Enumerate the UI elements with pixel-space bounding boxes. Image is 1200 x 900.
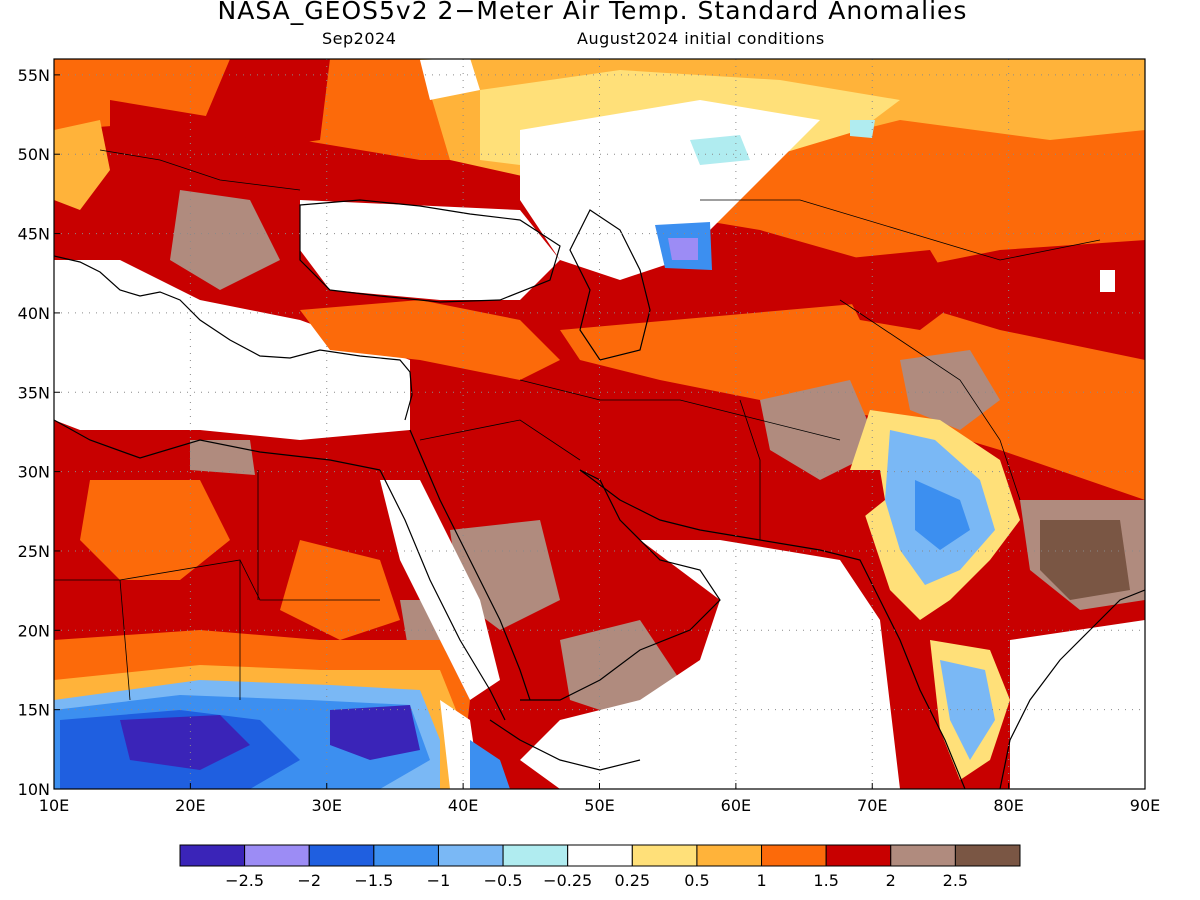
colorbar-label-5: −0.25	[543, 871, 592, 890]
colorbar-swatch-0	[179, 844, 246, 867]
border-6	[519, 379, 841, 441]
colorbar-swatch-12	[954, 844, 1021, 867]
country-borders	[54, 149, 1101, 701]
colorbar-swatch-5	[502, 844, 569, 867]
lon-label-40E: 40E	[448, 796, 478, 815]
red-sea-blank	[380, 480, 500, 700]
map-title: NASA_GEOS5v2 2−Meter Air Temp. Standard …	[217, 0, 968, 25]
sahel-darkblue-2	[330, 705, 420, 760]
aral-cyan	[690, 135, 750, 165]
somalia-coast	[489, 719, 641, 771]
lat-label-20N: 20N	[18, 621, 50, 640]
forecast-month: Sep2024	[322, 29, 397, 48]
lon-label-10E: 10E	[39, 796, 69, 815]
lat-label-50N: 50N	[18, 145, 50, 164]
bengal-darkbrown	[1040, 520, 1130, 600]
lat-label-35N: 35N	[18, 383, 50, 402]
ustyurt-violet	[668, 238, 698, 260]
lat-label-15N: 15N	[18, 701, 50, 720]
colorbar-swatch-10	[825, 844, 892, 867]
mediterranean-blank	[54, 260, 410, 440]
lat-label-30N: 30N	[18, 463, 50, 482]
colorbar-label-3: −1	[427, 871, 451, 890]
colorbar-label-11: 2.5	[943, 871, 968, 890]
arabia-south-coast	[520, 469, 721, 701]
bay-of-bengal-blank	[1010, 620, 1145, 789]
border-10	[99, 149, 301, 191]
libya-brown	[190, 440, 255, 475]
colorbar-swatch-1	[244, 844, 310, 867]
lon-label-80E: 80E	[993, 796, 1023, 815]
india-west-coast	[879, 599, 966, 789]
colorbar-label-7: 0.5	[684, 871, 709, 890]
colorbar-swatch-3	[373, 844, 439, 867]
pakistan-brown	[760, 380, 880, 480]
deccan-blue	[940, 660, 995, 760]
border-7	[739, 399, 761, 540]
north-cyan	[850, 120, 875, 138]
colorbar-swatch-2	[308, 844, 375, 867]
north-blank-patch	[420, 59, 480, 100]
colorbar-label-6: 0.25	[614, 871, 650, 890]
border-5	[419, 419, 581, 461]
colorbar-label-9: 1.5	[813, 871, 838, 890]
caspian-coast	[569, 209, 651, 361]
arabian-sea-blank	[520, 540, 900, 789]
ethiopia-blue	[470, 740, 510, 789]
italy-yellow	[54, 120, 110, 210]
colorbar-label-8: 1	[756, 871, 766, 890]
black-sea-coast	[299, 199, 561, 303]
latitude-axis: 10N 15N 20N 25N 30N 35N 40N 45N 50N 55N	[18, 66, 60, 799]
graticule	[54, 59, 1145, 789]
lat-label-10N: 10N	[18, 780, 50, 799]
colorbar-label-0: −2.5	[225, 871, 264, 890]
lat-label-45N: 45N	[18, 225, 50, 244]
lon-label-20E: 20E	[175, 796, 205, 815]
lon-label-60E: 60E	[721, 796, 751, 815]
longitude-axis: 10E 20E 30E 40E 50E 60E 70E 80E 90E	[39, 783, 1160, 815]
med-south-coast	[54, 419, 381, 471]
med-north-coast	[54, 255, 413, 421]
india-east-coast	[999, 589, 1145, 789]
turkey-orange	[300, 300, 560, 380]
balkan-brown	[170, 190, 280, 290]
border-9	[700, 199, 1101, 261]
initial-conditions: August2024 initial conditions	[577, 29, 825, 48]
lon-label-90E: 90E	[1130, 796, 1160, 815]
colorbar-label-4: −0.5	[484, 871, 523, 890]
red-sea-east	[409, 429, 531, 701]
lon-label-70E: 70E	[857, 796, 887, 815]
border-8	[839, 299, 1021, 501]
colorbar-swatch-11	[890, 844, 956, 867]
lon-label-30E: 30E	[312, 796, 342, 815]
kashmir-brown	[900, 350, 1000, 430]
sahara-orange	[80, 480, 230, 580]
colorbar-swatch-8	[696, 844, 763, 867]
lat-label-40N: 40N	[18, 304, 50, 323]
colorbar-label-2: −1.5	[354, 871, 393, 890]
sahel-darkblue-1	[120, 715, 250, 770]
lat-label-25N: 25N	[18, 542, 50, 561]
colorbar-swatch-4	[437, 844, 504, 867]
colorbar-label-10: 2	[886, 871, 896, 890]
colorbar: −2.5 −2 −1.5 −1 −0.5 −0.25 0.25 0.5 1 1.5 2 2.5	[179, 844, 1021, 890]
india-blue	[915, 480, 970, 550]
central-asia-white	[520, 100, 820, 280]
colorbar-swatch-9	[761, 844, 827, 867]
lon-label-50E: 50E	[584, 796, 614, 815]
iran-pakistan-coast	[579, 469, 881, 601]
colorbar-label-1: −2	[297, 871, 321, 890]
red-sea-west	[379, 469, 506, 721]
border-3	[119, 579, 131, 701]
mongolia-white	[1100, 270, 1115, 292]
lat-label-55N: 55N	[18, 66, 50, 85]
coastlines	[54, 199, 1145, 789]
colorbar-swatch-7	[631, 844, 698, 867]
tajik-red	[830, 250, 960, 330]
colorbar-swatch-6	[567, 844, 633, 867]
sudan-orange	[280, 540, 400, 640]
black-sea-blank	[300, 200, 560, 300]
